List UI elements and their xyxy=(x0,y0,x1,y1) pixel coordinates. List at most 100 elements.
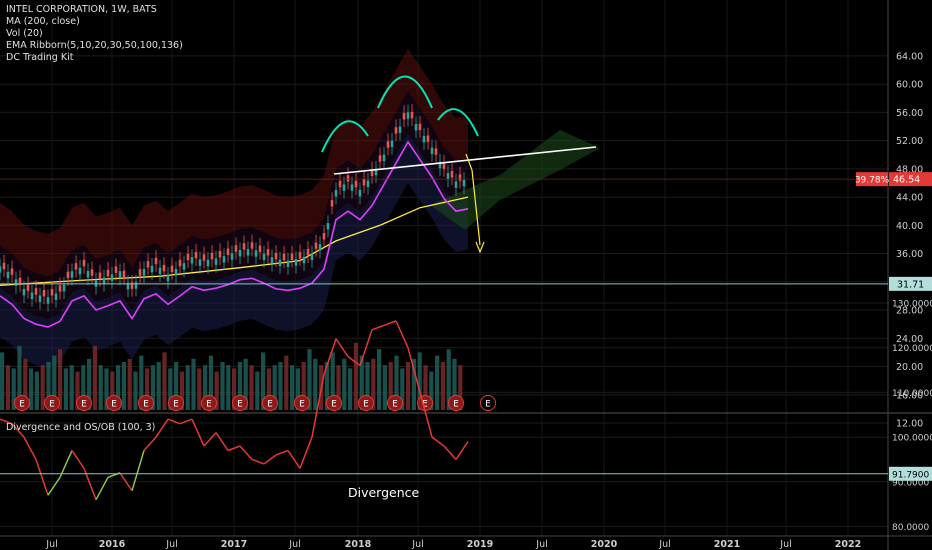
earnings-marker: E xyxy=(294,395,310,411)
volume-bar xyxy=(290,365,295,410)
oscillator-line-segment xyxy=(419,392,433,438)
earnings-marker: E xyxy=(201,395,217,411)
earnings-marker-label: E xyxy=(49,400,55,410)
oscillator-line-segment xyxy=(11,423,25,438)
candle-body xyxy=(234,245,238,252)
earnings-marker-label: E xyxy=(81,400,87,410)
candle-body xyxy=(154,257,158,265)
earnings-marker-circle xyxy=(106,395,122,411)
volume-bar xyxy=(23,358,28,410)
earnings-marker-label: E xyxy=(485,400,491,410)
oscillator-line-segment xyxy=(251,458,265,465)
time-axis-tick: Jul xyxy=(165,539,177,550)
volume-bar xyxy=(52,355,57,410)
time-axis-tick: 2021 xyxy=(714,539,740,550)
candle-body xyxy=(398,126,402,133)
volume-bar xyxy=(295,368,300,410)
volume-bar xyxy=(377,349,382,410)
oscillator-line-segment xyxy=(455,441,469,460)
time-axis-tick: 2020 xyxy=(591,539,618,550)
volume-bar xyxy=(452,358,457,410)
time-axis-tick: Jul xyxy=(411,539,423,550)
candle-body xyxy=(242,243,246,250)
price-axis-tick: 36.00 xyxy=(896,249,923,260)
earnings-marker: E xyxy=(14,395,30,411)
oscillator-line-segment xyxy=(287,450,301,469)
oscillator-line-segment xyxy=(263,454,277,465)
volume-bar xyxy=(81,365,86,410)
oscillator-line-segment xyxy=(155,418,169,438)
osc-axis-tick: 110.0000 xyxy=(892,389,932,399)
divergence-annotation: Divergence xyxy=(348,485,420,500)
volume-bar xyxy=(139,355,144,410)
upper-ribbon-band xyxy=(0,48,468,277)
candle-body xyxy=(378,155,382,162)
oscillator-line-segment xyxy=(143,436,157,452)
candle-body xyxy=(98,272,102,279)
volume-bar xyxy=(162,352,167,410)
oscillator-line-segment xyxy=(335,338,349,358)
ema-ribbon-line xyxy=(0,140,469,328)
oscillator-line-segment xyxy=(359,329,373,366)
volume-bar xyxy=(278,362,283,410)
earnings-marker-label: E xyxy=(267,400,273,410)
earnings-marker: E xyxy=(480,395,496,411)
candle-body xyxy=(434,148,438,155)
candle-body xyxy=(90,269,94,276)
left-shoulder-arc xyxy=(321,120,369,153)
earnings-marker: E xyxy=(168,395,184,411)
candle-body xyxy=(130,282,134,289)
price-axis-tick: 60.00 xyxy=(896,80,923,91)
candle-body xyxy=(30,292,34,299)
price-axis-tick: 52.00 xyxy=(896,136,923,147)
volume-bar xyxy=(371,358,376,410)
candle-body xyxy=(354,180,358,188)
candle-body xyxy=(138,269,142,276)
candle-body xyxy=(54,293,58,300)
oscillator-line-segment xyxy=(119,472,133,492)
candle-body xyxy=(262,253,266,260)
time-axis-tick: 2017 xyxy=(221,539,247,550)
candle-body xyxy=(2,262,6,270)
oscillator-line-segment xyxy=(0,418,13,425)
earnings-marker-circle xyxy=(232,395,248,411)
candle-body xyxy=(442,162,446,169)
oscillator-line-segment xyxy=(71,450,85,469)
volume-bar xyxy=(69,365,74,410)
volume-bar xyxy=(435,355,440,410)
osc-axis-tick: 100.0000 xyxy=(892,434,932,444)
earnings-marker: E xyxy=(326,395,342,411)
candle-body xyxy=(254,250,258,257)
candle-body xyxy=(258,245,262,252)
ema-ribbon xyxy=(0,48,600,368)
target-arrow-head xyxy=(475,241,485,254)
candle-body xyxy=(202,254,206,261)
osc-axis-tick: 130.0000 xyxy=(892,300,932,310)
candle-body xyxy=(334,190,338,197)
volume-bar xyxy=(185,365,190,410)
oscillator-line-segment xyxy=(311,374,325,438)
volume-bar xyxy=(243,358,248,410)
volume-bar xyxy=(98,365,103,410)
earnings-marker: E xyxy=(44,395,60,411)
volume-bar xyxy=(232,368,237,410)
candle-body xyxy=(274,252,278,260)
target-price-box xyxy=(889,276,932,291)
candle-body xyxy=(454,181,458,188)
oscillator-line-segment xyxy=(23,436,37,460)
candle-body xyxy=(350,184,354,191)
candle-body xyxy=(430,147,434,155)
price-axis-tick: 12.00 xyxy=(896,419,923,430)
candle-body xyxy=(418,123,422,131)
volume-bar xyxy=(382,365,387,410)
volume-bar xyxy=(87,358,92,410)
candle-body xyxy=(446,173,450,180)
candle-body xyxy=(358,190,362,197)
candle-body xyxy=(110,274,114,281)
osc-level-box xyxy=(889,466,932,481)
candle-body xyxy=(134,282,138,289)
volume-bar xyxy=(272,365,277,410)
volume-bar xyxy=(75,371,80,410)
time-axis-tick: Jul xyxy=(658,539,670,550)
